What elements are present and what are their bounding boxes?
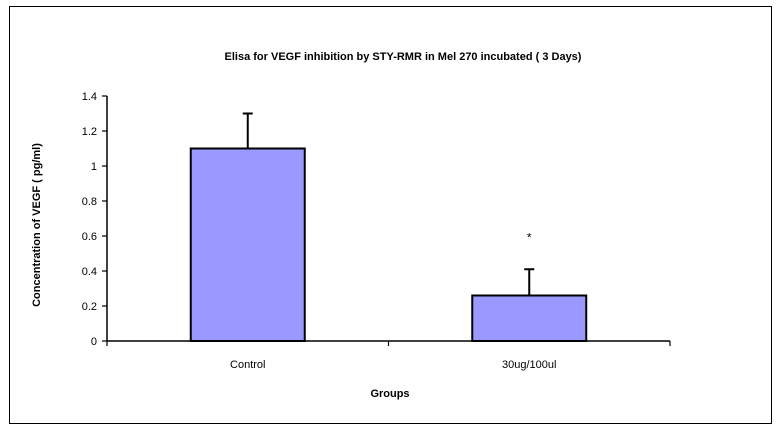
bar-1 [471, 294, 588, 342]
bar-chart: Elisa for VEGF inhibition by STY-RMR in … [31, 51, 671, 400]
x-tick-label-0: Control [230, 359, 265, 371]
chart-frame: Elisa for VEGF inhibition by STY-RMR in … [9, 6, 772, 424]
x-ticks-layer: Control 30ug/100ul [230, 359, 556, 371]
y-tick-label-2: 0.4 [82, 266, 97, 278]
x-axis-label: Groups [370, 388, 409, 400]
annotation-1: * [527, 230, 532, 244]
y-axis-label: Concentration of VEGF ( pg/ml) [31, 143, 43, 307]
y-tick-label-4: 0.8 [82, 196, 97, 208]
bar-0 [189, 147, 306, 342]
y-tick-label-3: 0.6 [82, 231, 97, 243]
error-bars-layer [242, 112, 535, 296]
y-tick-label-6: 1.2 [82, 126, 97, 138]
chart-title: Elisa for VEGF inhibition by STY-RMR in … [225, 51, 582, 63]
y-ticks-layer: 0 0.2 0.4 0.6 0.8 1 1.2 1.4 [82, 91, 107, 348]
axes-layer [106, 96, 671, 346]
x-tick-label-1: 30ug/100ul [502, 359, 556, 371]
bars-layer [189, 147, 588, 342]
annotations-layer: * [527, 230, 532, 244]
y-tick-label-0: 0 [91, 336, 97, 348]
y-tick-label-7: 1.4 [82, 91, 97, 103]
y-tick-label-5: 1 [91, 161, 97, 173]
y-tick-label-1: 0.2 [82, 301, 97, 313]
